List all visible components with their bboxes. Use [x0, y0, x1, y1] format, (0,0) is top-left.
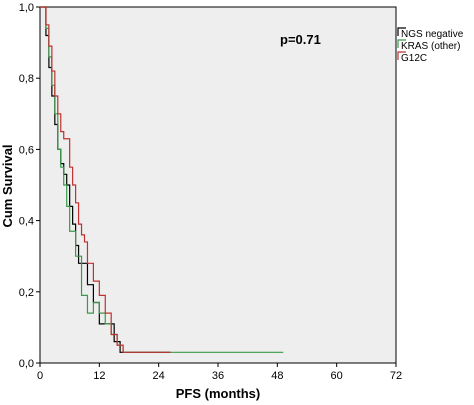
y-tick-label: 0,4 — [19, 216, 34, 228]
legend-label: NGS negative — [401, 29, 464, 40]
ticks: 0 12 24 36 48 60 72 0,0 0,2 0,4 0,6 0,8 1,0 — [19, 2, 402, 382]
legend-marker — [397, 39, 406, 48]
legend-label: G12C — [401, 53, 427, 64]
x-tick-label: 72 — [390, 370, 402, 382]
y-axis-title: Cum Survival — [0, 144, 15, 227]
x-tick-label: 0 — [37, 370, 43, 382]
x-tick-label: 48 — [271, 370, 283, 382]
legend-marker — [397, 51, 406, 60]
survival-curves — [40, 6, 284, 353]
series-line-1 — [40, 6, 284, 353]
series-line-2 — [40, 6, 171, 353]
y-tick-label: 0,8 — [19, 73, 34, 85]
x-tick-label: 36 — [212, 370, 224, 382]
y-tick-label: 0,2 — [19, 287, 34, 299]
x-tick-label: 60 — [331, 370, 343, 382]
legend-marker — [397, 27, 406, 36]
x-tick-label: 24 — [153, 370, 165, 382]
y-tick-label: 0,6 — [19, 144, 34, 156]
y-tick-label: 0,0 — [19, 358, 34, 370]
legend-label: KRAS (other) — [401, 41, 460, 52]
p-value-annotation: p=0.71 — [280, 32, 321, 47]
y-tick-label: 1,0 — [19, 2, 34, 14]
x-axis-title: PFS (months) — [176, 386, 261, 401]
x-tick-label: 12 — [93, 370, 105, 382]
